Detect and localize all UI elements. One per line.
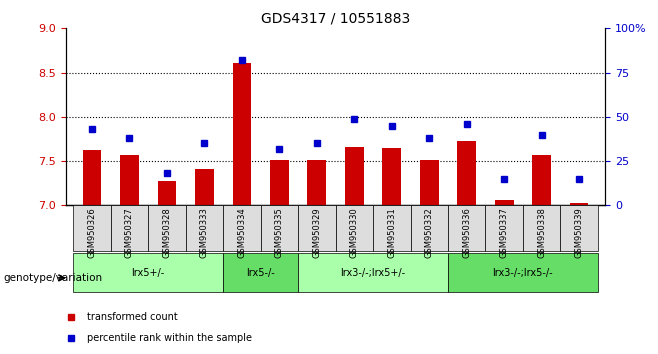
Text: GSM950338: GSM950338 bbox=[537, 207, 546, 258]
FancyBboxPatch shape bbox=[223, 205, 261, 251]
Text: lrx5-/-: lrx5-/- bbox=[246, 268, 275, 278]
Text: GSM950328: GSM950328 bbox=[163, 207, 172, 258]
Text: GSM950334: GSM950334 bbox=[238, 207, 246, 262]
Text: GSM950339: GSM950339 bbox=[574, 207, 584, 262]
Bar bbox=[570, 202, 588, 205]
Text: GSM950327: GSM950327 bbox=[125, 207, 134, 258]
Text: GSM950333: GSM950333 bbox=[200, 207, 209, 262]
Text: GSM950331: GSM950331 bbox=[388, 207, 396, 262]
Text: lrx5+/-: lrx5+/- bbox=[132, 268, 165, 278]
FancyBboxPatch shape bbox=[261, 205, 298, 251]
Bar bbox=[120, 155, 139, 205]
Bar bbox=[420, 160, 439, 205]
FancyBboxPatch shape bbox=[448, 205, 486, 251]
Text: GSM950326: GSM950326 bbox=[88, 207, 97, 262]
Text: GSM950330: GSM950330 bbox=[350, 207, 359, 258]
Bar bbox=[345, 147, 364, 205]
Text: GSM950330: GSM950330 bbox=[350, 207, 359, 262]
Text: GSM950337: GSM950337 bbox=[499, 207, 509, 258]
Bar bbox=[158, 181, 176, 205]
Text: GSM950328: GSM950328 bbox=[163, 207, 172, 262]
Bar bbox=[457, 141, 476, 205]
FancyBboxPatch shape bbox=[448, 253, 598, 292]
Text: GSM950334: GSM950334 bbox=[238, 207, 246, 258]
Text: GSM950329: GSM950329 bbox=[313, 207, 321, 258]
Text: percentile rank within the sample: percentile rank within the sample bbox=[88, 333, 253, 343]
FancyBboxPatch shape bbox=[336, 205, 373, 251]
Text: GSM950327: GSM950327 bbox=[125, 207, 134, 262]
Text: GSM950339: GSM950339 bbox=[574, 207, 584, 258]
FancyBboxPatch shape bbox=[298, 205, 336, 251]
Text: GSM950336: GSM950336 bbox=[462, 207, 471, 262]
Text: GSM950326: GSM950326 bbox=[88, 207, 97, 258]
FancyBboxPatch shape bbox=[186, 205, 223, 251]
FancyBboxPatch shape bbox=[298, 253, 448, 292]
Bar bbox=[495, 200, 513, 205]
Text: GSM950336: GSM950336 bbox=[462, 207, 471, 258]
Text: GSM950333: GSM950333 bbox=[200, 207, 209, 258]
Bar bbox=[532, 155, 551, 205]
FancyBboxPatch shape bbox=[73, 205, 111, 251]
Text: lrx3-/-;lrx5+/-: lrx3-/-;lrx5+/- bbox=[340, 268, 405, 278]
Text: GSM950332: GSM950332 bbox=[425, 207, 434, 262]
Text: GSM950337: GSM950337 bbox=[499, 207, 509, 262]
Text: GSM950335: GSM950335 bbox=[275, 207, 284, 262]
Text: GSM950335: GSM950335 bbox=[275, 207, 284, 258]
Bar bbox=[270, 160, 289, 205]
FancyBboxPatch shape bbox=[561, 205, 598, 251]
FancyBboxPatch shape bbox=[111, 205, 148, 251]
FancyBboxPatch shape bbox=[373, 205, 411, 251]
Bar bbox=[382, 148, 401, 205]
Text: GSM950338: GSM950338 bbox=[537, 207, 546, 262]
Text: GSM950331: GSM950331 bbox=[388, 207, 396, 258]
Bar bbox=[195, 169, 214, 205]
FancyBboxPatch shape bbox=[411, 205, 448, 251]
Title: GDS4317 / 10551883: GDS4317 / 10551883 bbox=[261, 12, 410, 26]
FancyBboxPatch shape bbox=[148, 205, 186, 251]
Bar bbox=[307, 160, 326, 205]
Text: GSM950329: GSM950329 bbox=[313, 207, 321, 262]
FancyBboxPatch shape bbox=[523, 205, 561, 251]
FancyBboxPatch shape bbox=[73, 253, 223, 292]
Text: GSM950332: GSM950332 bbox=[425, 207, 434, 258]
FancyBboxPatch shape bbox=[486, 205, 523, 251]
Text: transformed count: transformed count bbox=[88, 312, 178, 322]
Text: lrx3-/-;lrx5-/-: lrx3-/-;lrx5-/- bbox=[493, 268, 553, 278]
Bar bbox=[232, 63, 251, 205]
FancyBboxPatch shape bbox=[223, 253, 298, 292]
Bar bbox=[83, 150, 101, 205]
Text: genotype/variation: genotype/variation bbox=[3, 273, 103, 283]
